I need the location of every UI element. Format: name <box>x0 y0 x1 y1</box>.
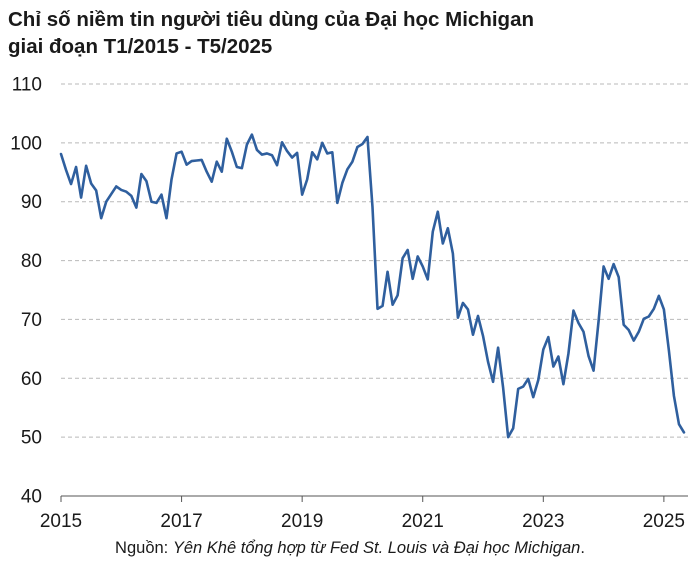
x-axis <box>60 495 688 502</box>
y-tick-label: 90 <box>21 192 42 213</box>
series-group <box>59 133 686 439</box>
y-tick-label: 100 <box>10 133 42 154</box>
y-tick-label: 110 <box>12 75 42 96</box>
y-tick-label: 40 <box>21 487 42 508</box>
x-tick-label: 2025 <box>643 511 685 532</box>
chart-title: Chỉ số niềm tin người tiêu dùng của Đại … <box>8 8 534 31</box>
chart-subtitle: giai đoạn T1/2015 - T5/2025 <box>8 35 273 58</box>
chart-title-block: Chỉ số niềm tin người tiêu dùng của Đại … <box>8 6 534 60</box>
x-tick-label: 2015 <box>40 511 82 532</box>
source-note: Nguồn: Yên Khê tổng hợp từ Fed St. Louis… <box>0 539 700 558</box>
x-tick-label: 2023 <box>522 511 564 532</box>
y-tick-label: 60 <box>21 369 42 390</box>
y-tick-label: 80 <box>21 251 42 272</box>
y-tick-label: 50 <box>21 428 42 449</box>
x-tick-label: 2019 <box>281 511 323 532</box>
source-prefix: Nguồn: <box>115 539 173 557</box>
x-tick-label: 2021 <box>402 511 444 532</box>
y-tick-labels: 40 50 60 70 80 90 100 110 <box>10 75 42 508</box>
x-tick-label: 2017 <box>160 511 202 532</box>
source-text: Yên Khê tổng hợp từ Fed St. Louis và Đại… <box>172 539 581 557</box>
y-tick-label: 70 <box>21 310 42 331</box>
series-line <box>59 133 686 439</box>
source-suffix: . <box>580 539 585 557</box>
x-tick-labels: 2015 2017 2019 2021 2023 2025 <box>40 511 685 532</box>
